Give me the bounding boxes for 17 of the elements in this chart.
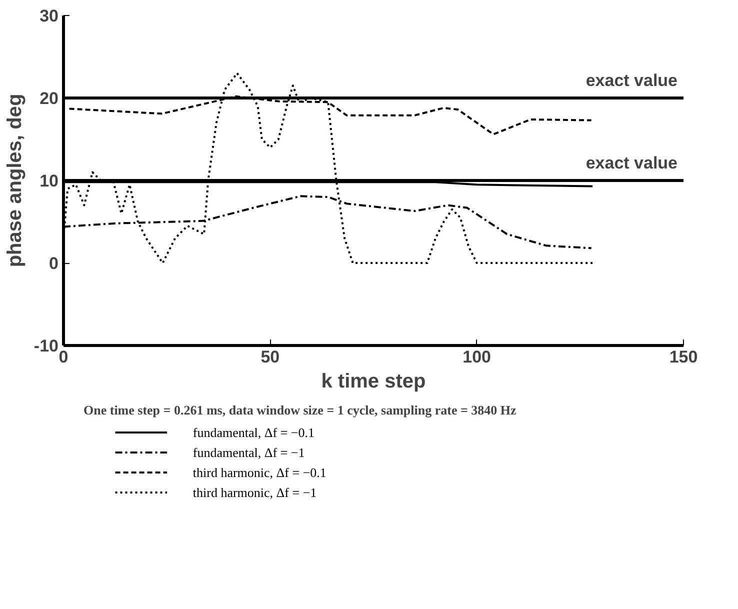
y-tick-label: 0 (49, 254, 59, 273)
x-tick-label: 100 (462, 348, 492, 366)
x-axis-title: k time step (321, 370, 426, 392)
x-tick-label: 50 (260, 348, 280, 366)
ref-line-label: exact value (586, 154, 678, 172)
y-tick-label: -10 (34, 336, 59, 356)
legend-label: third harmonic, Δf = −1 (192, 485, 317, 500)
y-axis-title: phase angles, deg (4, 94, 26, 268)
y-tick-label: 20 (40, 89, 59, 108)
ref-line-label: exact value (586, 71, 678, 90)
legend-label: fundamental, Δf = −0.1 (192, 425, 314, 440)
text: One time step = 0.261 ms, data window size = 1 cycle, sampling rate = 3840 Hz (84, 402, 516, 418)
x-tick-label: 150 (669, 348, 698, 366)
y-tick-label: 30 (40, 6, 59, 26)
legend-label: fundamental, Δf = −1 (192, 445, 305, 460)
legend-label: third harmonic, Δf = −0.1 (192, 465, 326, 480)
y-tick-label: 10 (40, 172, 59, 190)
